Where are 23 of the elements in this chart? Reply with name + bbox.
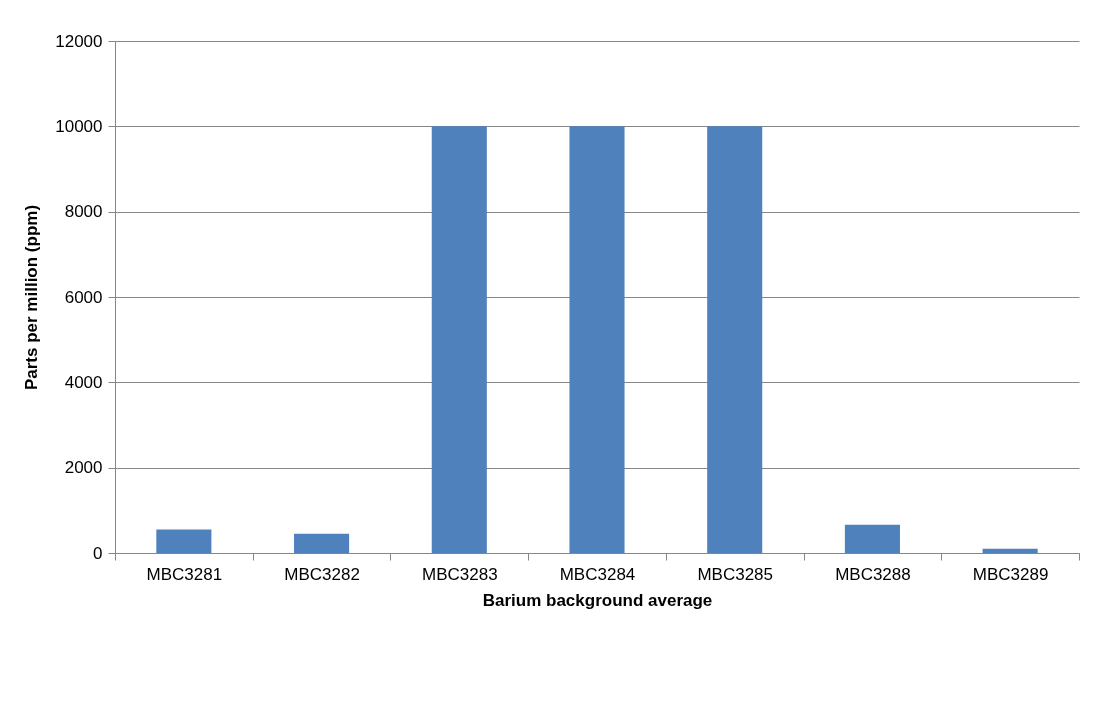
x-tick-label: MBC3285 — [697, 564, 774, 584]
x-tick-label: MBC3289 — [972, 564, 1049, 584]
bar — [982, 548, 1038, 553]
bar — [431, 126, 487, 553]
bar — [707, 126, 763, 553]
y-tick-label: 10000 — [55, 116, 103, 136]
x-tick-label: MBC3284 — [559, 564, 636, 584]
x-tick-label: MBC3283 — [421, 564, 498, 584]
bar — [569, 126, 625, 553]
y-tick-label: 2000 — [64, 458, 103, 478]
y-tick-label: 4000 — [64, 372, 103, 392]
x-axis-title: Barium background average — [482, 590, 713, 610]
x-tick-label: MBC3282 — [284, 564, 360, 584]
bar — [294, 533, 350, 553]
y-tick-label: 0 — [93, 543, 103, 563]
y-tick-label: 6000 — [64, 287, 103, 307]
bar — [156, 529, 212, 553]
bar — [844, 524, 900, 553]
y-tick-label: 12000 — [55, 31, 103, 51]
y-tick-label: 8000 — [64, 202, 103, 222]
x-tick-label: MBC3288 — [835, 564, 911, 584]
x-tick-label: MBC3281 — [146, 564, 223, 584]
y-axis-title: Parts per million (ppm) — [22, 204, 42, 391]
